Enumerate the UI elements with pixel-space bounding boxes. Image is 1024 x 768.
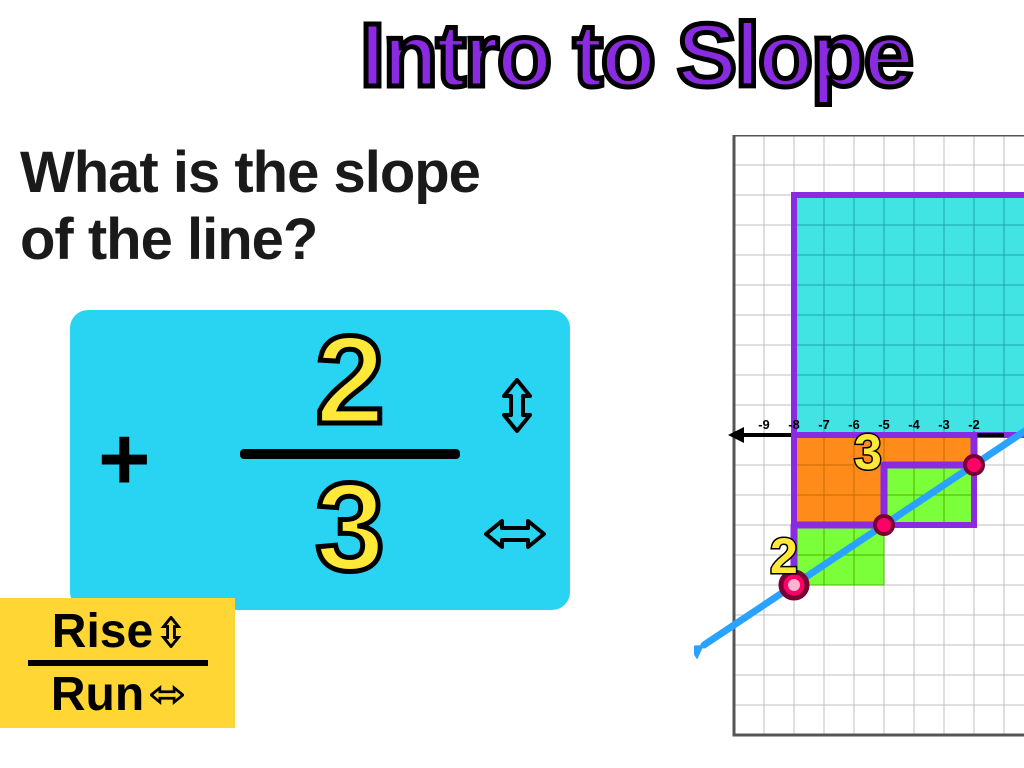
rise-arrow-icon <box>496 378 538 433</box>
slope-fraction-box: + 2 3 <box>70 310 570 610</box>
coordinate-graph: -9-8-7-6-5-4-3-223 <box>694 135 1024 755</box>
question-line-1: What is the slope <box>20 140 480 205</box>
svg-text:2: 2 <box>770 528 798 584</box>
run-arrow-icon <box>484 513 546 555</box>
svg-text:-2: -2 <box>968 417 980 432</box>
fraction: 2 3 <box>250 318 450 590</box>
rise-small-arrow-icon <box>159 616 183 648</box>
svg-text:-7: -7 <box>818 417 830 432</box>
rise-label: Rise <box>52 604 153 659</box>
rise-over-run-badge: Rise Run <box>0 598 235 728</box>
page-title: Intro to Slope <box>360 5 912 108</box>
fraction-denominator: 3 <box>250 465 450 590</box>
svg-text:3: 3 <box>854 424 882 480</box>
run-label: Run <box>51 667 144 722</box>
svg-text:-3: -3 <box>938 417 950 432</box>
svg-text:-9: -9 <box>758 417 770 432</box>
fraction-numerator: 2 <box>250 318 450 443</box>
svg-text:-8: -8 <box>788 417 800 432</box>
run-small-arrow-icon <box>150 683 184 707</box>
question-text: What is the slope of the line? <box>20 140 480 273</box>
svg-text:-4: -4 <box>908 417 920 432</box>
question-line-2: of the line? <box>20 207 317 272</box>
rise-run-bar <box>28 660 208 666</box>
fraction-sign: + <box>98 409 151 512</box>
